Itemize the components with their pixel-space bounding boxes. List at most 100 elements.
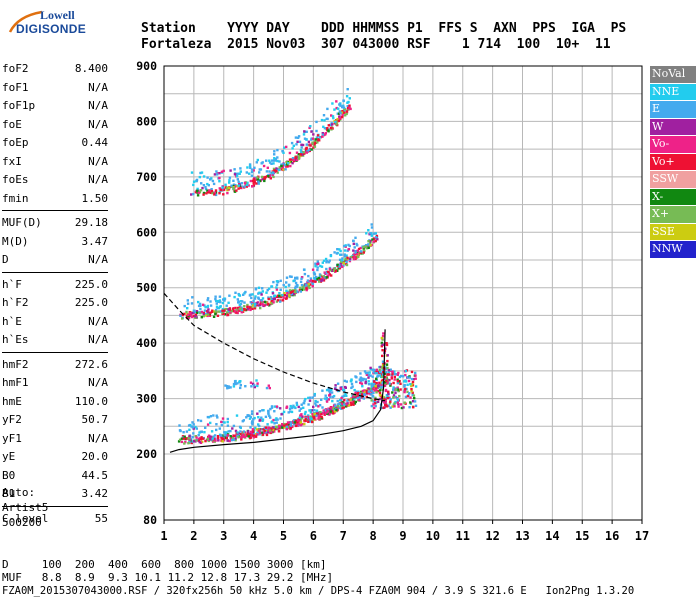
echo-point — [252, 169, 255, 172]
echo-point — [278, 160, 281, 163]
param-key: foEs — [2, 173, 29, 186]
echo-point — [353, 246, 356, 249]
echo-point — [277, 430, 281, 433]
echo-point — [260, 293, 263, 296]
param-value: N/A — [88, 117, 108, 131]
echo-point — [352, 256, 355, 259]
echo-point — [312, 146, 315, 149]
echo-point — [308, 399, 312, 402]
echo-point — [195, 178, 199, 182]
echo-point — [354, 391, 357, 395]
echo-point — [252, 436, 255, 439]
echo-point — [267, 426, 270, 429]
param-row: fmin 1.50 — [2, 190, 108, 209]
echo-point — [333, 108, 336, 111]
echo-point — [292, 158, 295, 161]
echo-point — [339, 264, 343, 268]
echo-point — [288, 275, 292, 278]
echo-point — [288, 289, 292, 292]
echo-point — [272, 172, 275, 175]
echo-point — [374, 372, 377, 375]
echo-point — [331, 409, 334, 413]
footer-distance-row: D 100 200 400 600 800 1000 1500 3000 [km… — [2, 558, 327, 571]
echo-point — [191, 296, 194, 299]
echo-point — [209, 178, 212, 181]
echo-point — [322, 114, 326, 117]
echo-point — [370, 392, 373, 396]
echo-point — [285, 281, 288, 284]
echo-point — [258, 179, 262, 183]
echo-point — [375, 388, 378, 391]
echo-point — [388, 382, 391, 385]
echo-point — [261, 409, 264, 412]
echo-point — [211, 179, 215, 183]
echo-point — [261, 175, 264, 179]
echo-point — [341, 115, 344, 119]
echo-point — [279, 300, 282, 303]
echo-point — [228, 181, 231, 184]
echo-point — [246, 414, 249, 417]
echo-point — [373, 380, 376, 383]
echo-point — [348, 104, 351, 107]
echo-point — [177, 440, 181, 443]
echo-point — [314, 402, 317, 405]
param-key: foF1 — [2, 80, 29, 94]
echo-point — [235, 414, 239, 417]
echo-point — [343, 110, 346, 113]
echo-point — [248, 436, 252, 440]
echo-point — [406, 395, 410, 398]
echo-point — [302, 268, 306, 271]
echo-point — [252, 418, 255, 421]
echo-point — [315, 136, 319, 139]
echo-point — [409, 402, 413, 405]
echo-point — [288, 295, 291, 299]
echo-point — [372, 371, 375, 374]
echo-point — [253, 416, 256, 420]
echo-point — [250, 301, 254, 304]
echo-point — [385, 342, 388, 345]
echo-point — [248, 164, 252, 168]
echo-point — [226, 188, 229, 192]
echo-point — [254, 426, 257, 430]
echo-point — [273, 422, 276, 425]
echo-point — [264, 175, 267, 179]
param-row: yE 20.0 — [2, 448, 108, 467]
echo-point — [294, 424, 298, 428]
legend-item: NNE — [650, 83, 696, 101]
echo-point — [204, 426, 207, 429]
echo-point — [218, 305, 222, 309]
x-tick-label: 5 — [280, 529, 287, 543]
echo-point — [297, 157, 301, 160]
echo-point — [333, 387, 337, 390]
echo-point — [357, 390, 360, 393]
echo-point — [374, 404, 377, 408]
echo-point — [404, 387, 407, 391]
echo-point — [180, 440, 184, 444]
echo-point — [333, 410, 337, 413]
echo-point — [202, 175, 206, 178]
echo-point — [358, 395, 362, 398]
echo-point — [314, 262, 317, 265]
echo-point — [223, 421, 226, 424]
echo-point — [346, 88, 349, 91]
echo-point — [288, 151, 292, 155]
echo-point — [274, 159, 277, 162]
echo-point — [385, 367, 388, 370]
echo-point — [385, 403, 388, 406]
echo-point — [327, 274, 330, 277]
echo-point — [229, 311, 232, 314]
echo-point — [403, 380, 406, 383]
echo-point — [272, 418, 275, 422]
echo-point — [290, 158, 293, 161]
echo-point — [248, 163, 252, 166]
echo-point — [202, 193, 205, 196]
echo-point — [411, 382, 414, 386]
param-row: hmE 110.0 — [2, 393, 108, 412]
echo-point — [308, 286, 311, 290]
echo-point — [344, 244, 347, 247]
echo-point — [359, 251, 362, 254]
echo-point — [237, 436, 240, 439]
echo-point — [219, 188, 222, 192]
echo-point — [192, 432, 195, 435]
echo-point — [367, 229, 370, 232]
